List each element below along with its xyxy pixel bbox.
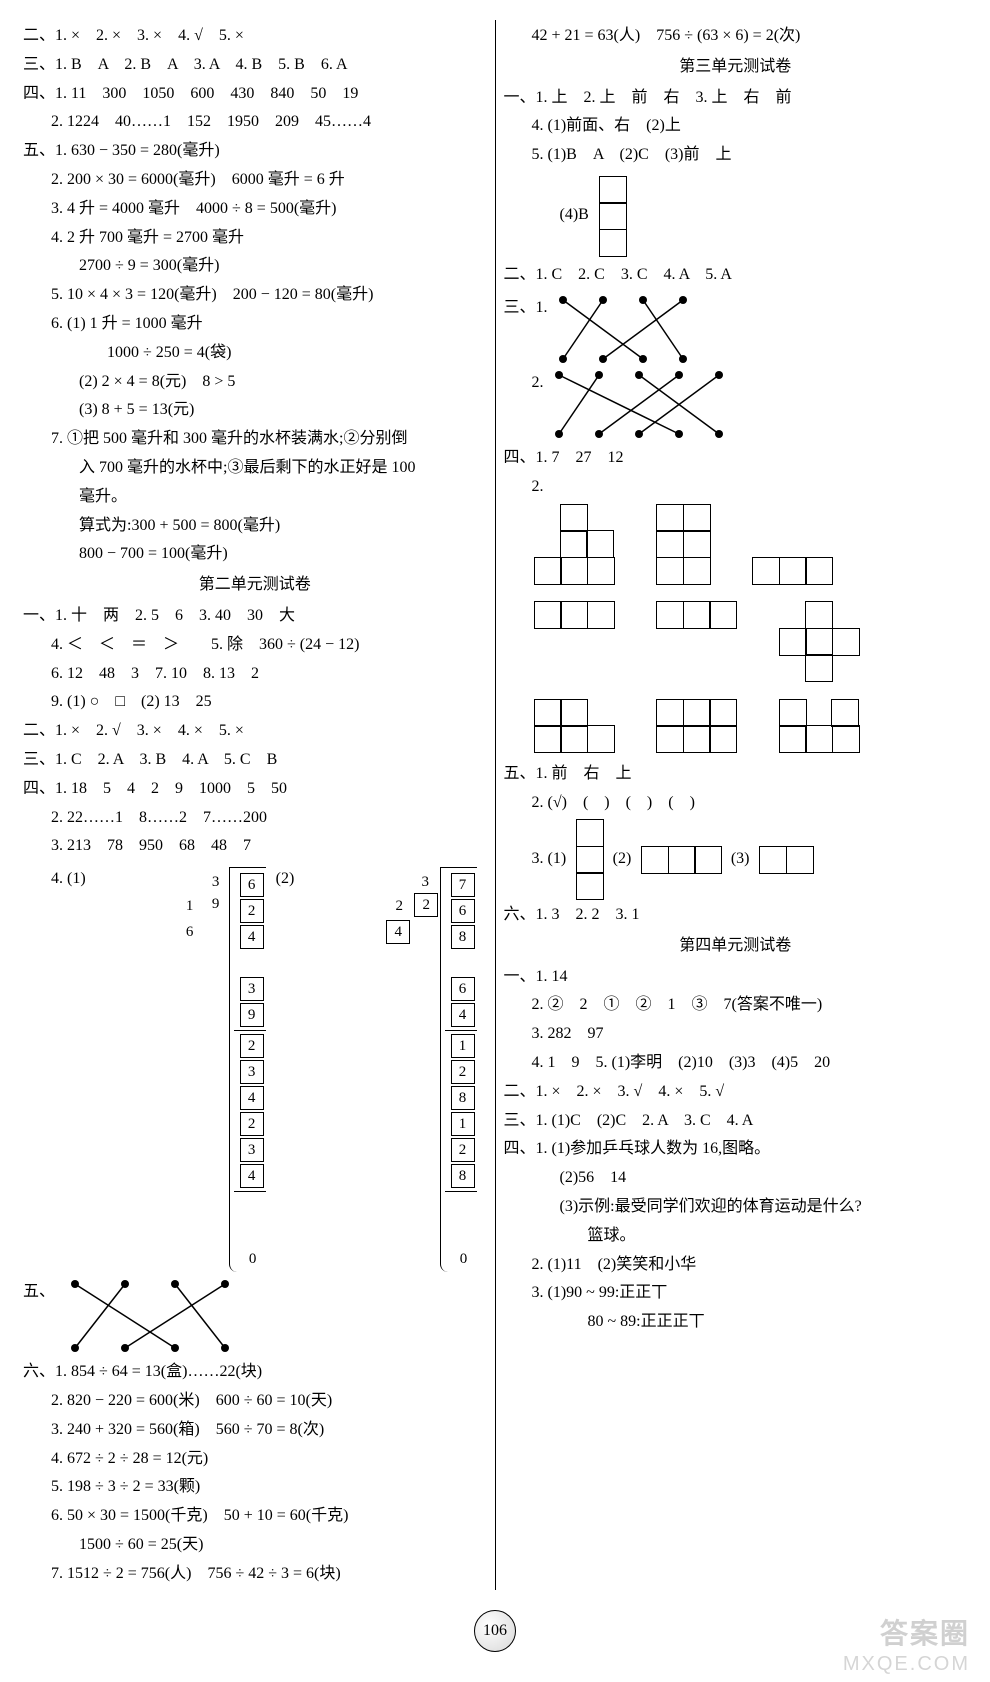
long-division-2: 2432768641281280 — [324, 867, 476, 1272]
text-line: 9. (1) ○ □ (2) 13 25 — [23, 690, 487, 715]
text-line: 二、1. × 2. √ 3. × 4. × 5. × — [23, 719, 487, 744]
text-line: 入 700 毫升的水杯中;③最后剩下的水正好是 100 — [23, 456, 487, 481]
text-line: 二、1. C 2. C 3. C 4. A 5. A — [504, 263, 968, 288]
text-line: 7. ①把 500 毫升和 300 毫升的水杯装满水;②分别倒 — [23, 427, 487, 452]
text-line: 2. — [504, 371, 544, 396]
text-line: (3)示例:最受同学们欢迎的体育运动是什么? — [504, 1195, 968, 1220]
text-line: 三、1. C 2. A 3. B 4. A 5. C B — [23, 748, 487, 773]
right-column: 42 + 21 = 63(人) 756 ÷ (63 × 6) = 2(次) 第三… — [496, 20, 976, 1590]
text-line: 2. ② 2 ① ② 1 ③ 7(答案不唯一) — [504, 993, 968, 1018]
text-line: 2. 22……1 8……2 7……200 — [23, 806, 487, 831]
matching-diagram — [544, 367, 744, 442]
text-line: (4)B — [504, 203, 589, 228]
text-line: 6. 12 48 3 7. 10 8. 13 2 — [23, 662, 487, 687]
page-footer: 106 — [0, 1600, 990, 1682]
text-line: 五、 — [23, 1280, 55, 1305]
text-line: 二、1. × 2. × 3. × 4. √ 5. × — [23, 24, 487, 49]
text-line: 80 ~ 89:正正正丅 — [504, 1310, 968, 1335]
text-line: 三、1. (1)C (2)C 2. A 3. C 4. A — [504, 1109, 968, 1134]
text-line: 800 − 700 = 100(毫升) — [23, 542, 487, 567]
unit-title: 第四单元测试卷 — [504, 934, 968, 959]
text-line: 3. (1)90 ~ 99:正正丅 — [504, 1281, 968, 1306]
text-line: 一、1. 14 — [504, 965, 968, 990]
text-line: 4. (1) — [23, 867, 86, 892]
text-line: 五、1. 前 右 上 — [504, 762, 968, 787]
text-line: 5. 198 ÷ 3 ÷ 2 = 33(颗) — [23, 1475, 487, 1500]
text-line: 2. 1224 40……1 152 1950 209 45……4 — [23, 110, 487, 135]
text-line: 7. 1512 ÷ 2 = 756(人) 756 ÷ 42 ÷ 3 = 6(块) — [23, 1562, 487, 1587]
text-line: 4. 2 升 700 毫升 = 2700 毫升 — [23, 226, 487, 251]
text-line: 四、1. 11 300 1050 600 430 840 50 19 — [23, 82, 487, 107]
text-line: 2. 820 − 220 = 600(米) 600 ÷ 60 = 10(天) — [23, 1389, 487, 1414]
text-line: (3) 8 + 5 = 13(元) — [23, 398, 487, 423]
text-line: 2. (1)11 (2)笑笑和小华 — [504, 1253, 968, 1278]
text-line: 一、1. 上 2. 上 前 右 3. 上 右 前 — [504, 86, 968, 111]
watermark: 答案圈 — [880, 1612, 970, 1652]
cube-shape — [599, 176, 626, 256]
text-line: 三、1. B A 2. B A 3. A 4. B 5. B 6. A — [23, 53, 487, 78]
text-line: 5. 10 × 4 × 3 = 120(毫升) 200 − 120 = 80(毫… — [23, 283, 487, 308]
text-line: (2)56 14 — [504, 1166, 968, 1191]
text-line: (2) — [276, 867, 295, 892]
text-line: 4. 1 9 5. (1)李明 (2)10 (3)3 (4)5 20 — [504, 1051, 968, 1076]
text-line: 2700 ÷ 9 = 300(毫升) — [23, 254, 487, 279]
text-line: 3. 4 升 = 4000 毫升 4000 ÷ 8 = 500(毫升) — [23, 197, 487, 222]
text-line: 六、1. 3 2. 2 3. 1 — [504, 903, 968, 928]
text-line: 一、1. 十 两 2. 5 6 3. 40 30 大 — [23, 604, 487, 629]
text-line: (2) 2 × 4 = 8(元) 8 > 5 — [23, 370, 487, 395]
left-column: 二、1. × 2. × 3. × 4. √ 5. × 三、1. B A 2. B… — [15, 20, 496, 1590]
text-line: 3. (1) — [504, 847, 567, 872]
cube-view-shapes — [534, 504, 968, 752]
text-line: 6. 50 × 30 = 1500(千克) 50 + 10 = 60(千克) — [23, 1504, 487, 1529]
long-division-1: 1639624392342340 — [116, 867, 266, 1272]
unit-title: 第二单元测试卷 — [23, 573, 487, 598]
text-line: (2) — [613, 847, 632, 872]
text-line: 42 + 21 = 63(人) 756 ÷ (63 × 6) = 2(次) — [504, 24, 968, 49]
text-line: 1000 ÷ 250 = 4(袋) — [23, 341, 487, 366]
text-line: 四、1. 7 27 12 — [504, 446, 968, 471]
text-line: 4. (1)前面、右 (2)上 — [504, 114, 968, 139]
text-line: 1500 ÷ 60 = 25(天) — [23, 1533, 487, 1558]
page: 二、1. × 2. × 3. × 4. √ 5. × 三、1. B A 2. B… — [0, 0, 990, 1600]
matching-diagram — [55, 1276, 255, 1356]
text-line: 3. 240 + 320 = 560(箱) 560 ÷ 70 = 8(次) — [23, 1418, 487, 1443]
text-line: 2. (√) ( ) ( ) ( ) — [504, 791, 968, 816]
text-line: 2. — [504, 475, 968, 500]
text-line: 四、1. 18 5 4 2 9 1000 5 50 — [23, 777, 487, 802]
text-line: (3) — [731, 847, 750, 872]
watermark: MXQE.COM — [843, 1653, 970, 1676]
text-line: 5. (1)B A (2)C (3)前 上 — [504, 143, 968, 168]
matching-diagram — [548, 292, 708, 367]
text-line: 2. 200 × 30 = 6000(毫升) 6000 毫升 = 6 升 — [23, 168, 487, 193]
text-line: 篮球。 — [504, 1224, 968, 1249]
text-line: 五、1. 630 − 350 = 280(毫升) — [23, 139, 487, 164]
text-line: 4. ＜ ＜ ＝ ＞ 5. 除 360 ÷ (24 − 12) — [23, 633, 487, 658]
text-line: 3. 282 97 — [504, 1022, 968, 1047]
text-line: 算式为:300 + 500 = 800(毫升) — [23, 514, 487, 539]
text-line: 6. (1) 1 升 = 1000 毫升 — [23, 312, 487, 337]
text-line: 四、1. (1)参加乒乓球人数为 16,图略。 — [504, 1137, 968, 1162]
text-line: 毫升。 — [23, 485, 487, 510]
text-line: 二、1. × 2. × 3. √ 4. × 5. √ — [504, 1080, 968, 1105]
text-line: 三、1. — [504, 296, 548, 321]
text-line: 4. 672 ÷ 2 ÷ 28 = 12(元) — [23, 1447, 487, 1472]
page-number: 106 — [474, 1610, 516, 1652]
text-line: 六、1. 854 ÷ 64 = 13(盒)……22(块) — [23, 1360, 487, 1385]
text-line: 3. 213 78 950 68 48 7 — [23, 834, 487, 859]
unit-title: 第三单元测试卷 — [504, 55, 968, 80]
